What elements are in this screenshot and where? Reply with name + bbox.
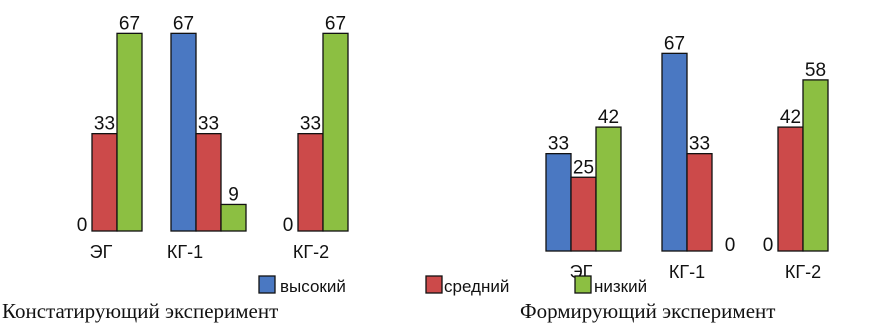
data-label-КГ-1-низкий: 0 — [725, 235, 736, 256]
bar-КГ-2-низкий — [802, 79, 829, 252]
bar-ЭГ-низкий — [595, 126, 622, 252]
category-label-КГ-2: КГ-2 — [293, 242, 329, 262]
data-label-КГ-1-средний: 33 — [198, 114, 219, 135]
data-label-КГ-1-высокий: 67 — [664, 33, 685, 54]
data-label-КГ-2-низкий: 67 — [325, 13, 346, 34]
data-label-ЭГ-средний: 25 — [573, 157, 594, 178]
bar-КГ-2-средний — [777, 126, 804, 252]
data-label-КГ-1-высокий: 67 — [173, 13, 194, 34]
data-label-ЭГ-высокий: 0 — [77, 215, 88, 236]
bar-КГ-1-средний — [195, 132, 222, 232]
bar-КГ-1-высокий — [170, 32, 197, 232]
legend-label-high: высокий — [280, 277, 346, 296]
data-label-КГ-2-высокий: 0 — [763, 235, 774, 256]
data-label-КГ-2-низкий: 58 — [805, 60, 826, 81]
bar-КГ-1-средний — [686, 152, 713, 252]
data-label-КГ-1-средний: 33 — [689, 134, 710, 155]
data-label-КГ-1-низкий: 9 — [228, 184, 239, 205]
legend-label-low: низкий — [594, 277, 647, 296]
data-label-ЭГ-средний: 33 — [94, 114, 115, 135]
bar-ЭГ-низкий — [116, 32, 143, 232]
bar-ЭГ-средний — [91, 132, 118, 232]
category-label-КГ-1: КГ-1 — [669, 262, 705, 282]
caption-left: Констатирующий эксперимент — [2, 299, 278, 323]
chart-left: 0 33 67 ЭГ 67 33 9 КГ-1 0 33 67 КГ-2 — [77, 13, 349, 262]
data-label-КГ-2-средний: 42 — [780, 107, 801, 128]
category-label-ЭГ: ЭГ — [90, 242, 113, 262]
data-label-ЭГ-высокий: 33 — [548, 134, 569, 155]
category-label-КГ-2: КГ-2 — [785, 262, 821, 282]
legend-swatch-low — [574, 275, 592, 294]
category-label-КГ-1: КГ-1 — [167, 242, 203, 262]
bar-КГ-2-средний — [297, 132, 324, 232]
data-label-ЭГ-низкий: 67 — [119, 13, 140, 34]
data-label-КГ-2-средний: 33 — [300, 114, 321, 135]
bar-КГ-1-высокий — [661, 52, 688, 252]
bar-ЭГ-высокий — [545, 152, 572, 252]
legend: высокий средний низкий — [258, 275, 647, 296]
legend-swatch-high — [258, 275, 276, 294]
data-label-КГ-2-высокий: 0 — [283, 215, 294, 236]
bar-КГ-1-низкий — [220, 203, 247, 232]
legend-swatch-medium — [425, 275, 443, 294]
legend-label-medium: средний — [444, 277, 509, 296]
bar-КГ-2-низкий — [322, 32, 349, 232]
caption-right: Формирующий эксперимент — [520, 299, 775, 323]
data-label-ЭГ-низкий: 42 — [598, 107, 619, 128]
bar-ЭГ-средний — [570, 176, 597, 252]
